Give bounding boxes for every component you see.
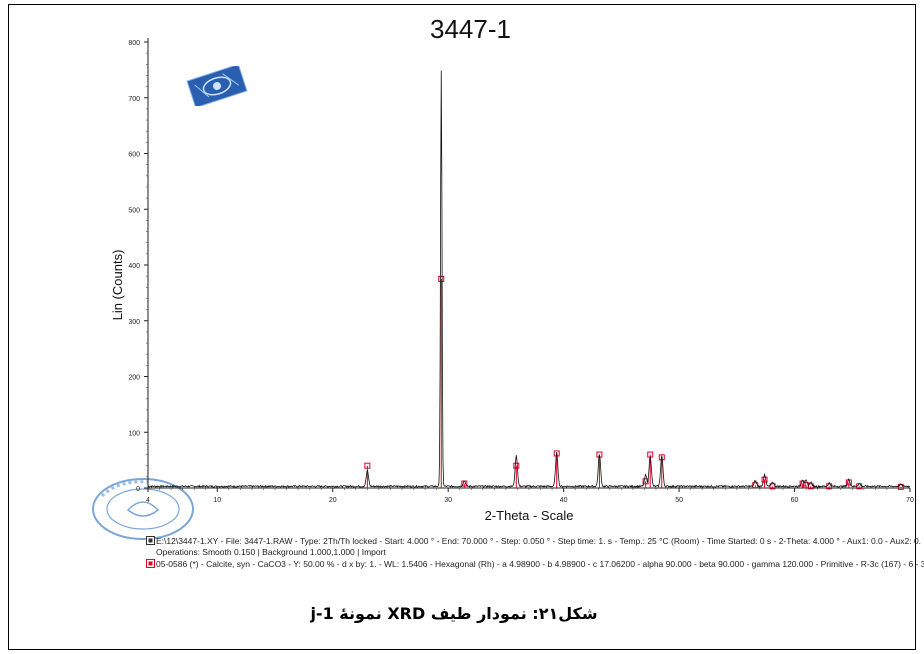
y-tick-label-800: 800 bbox=[128, 40, 140, 47]
chart-title: 3447-1 bbox=[430, 14, 511, 44]
y-tick-label-0: 0 bbox=[136, 486, 140, 493]
x-tick-label-40: 40 bbox=[560, 497, 568, 504]
x-tick-label-60: 60 bbox=[791, 497, 799, 504]
x-tick-label-30: 30 bbox=[444, 497, 452, 504]
x-tick-label-10: 10 bbox=[213, 497, 221, 504]
legend-operations-line: Operations: Smooth 0.150 | Background 1.… bbox=[156, 547, 386, 557]
figure-caption: شکل۲۱: نمودار طیف XRD نمونۀ j-1 bbox=[310, 604, 598, 623]
x-tick-label-4: 4 bbox=[146, 497, 150, 504]
reference-marker-1 bbox=[438, 275, 445, 282]
reference-sticks bbox=[364, 275, 904, 490]
y-tick-label-300: 300 bbox=[128, 319, 140, 326]
reference-marker-0 bbox=[364, 462, 371, 469]
axis-ticks bbox=[144, 41, 911, 492]
scan-legend-marker-icon bbox=[146, 536, 155, 545]
reference-marker-5 bbox=[596, 451, 603, 458]
plot-axes bbox=[147, 38, 910, 489]
y-axis-label: Lin (Counts) bbox=[110, 250, 125, 321]
reference-marker-12 bbox=[799, 480, 806, 487]
y-tick-label-200: 200 bbox=[128, 375, 140, 382]
hologram-sticker-icon bbox=[186, 66, 248, 106]
reference-marker-8 bbox=[658, 454, 665, 461]
x-tick-label-20: 20 bbox=[329, 497, 337, 504]
y-tick-label-600: 600 bbox=[128, 152, 140, 159]
diffraction-trace bbox=[147, 70, 911, 489]
x-tick-label-70: 70 bbox=[906, 497, 914, 504]
legend-reference-line: 05-0586 (*) - Calcite, syn - CaCO3 - Y: … bbox=[156, 559, 924, 569]
y-tick-label-700: 700 bbox=[128, 96, 140, 103]
x-tick-label-50: 50 bbox=[675, 497, 683, 504]
reference-marker-10 bbox=[761, 476, 768, 483]
x-axis-label: 2-Theta - Scale bbox=[485, 508, 574, 523]
reference-marker-4 bbox=[553, 450, 560, 457]
figure-frame bbox=[8, 4, 916, 650]
institute-seal-icon bbox=[92, 478, 194, 540]
reference-legend-marker-icon bbox=[146, 559, 155, 568]
reference-marker-3 bbox=[513, 462, 520, 469]
diffraction-line bbox=[147, 70, 911, 489]
y-tick-label-400: 400 bbox=[128, 263, 140, 270]
legend-scan-line: E:\12\3447-1.XY - File: 3447-1.RAW - Typ… bbox=[156, 536, 922, 546]
y-tick-label-100: 100 bbox=[128, 430, 140, 437]
y-tick-label-500: 500 bbox=[128, 207, 140, 214]
